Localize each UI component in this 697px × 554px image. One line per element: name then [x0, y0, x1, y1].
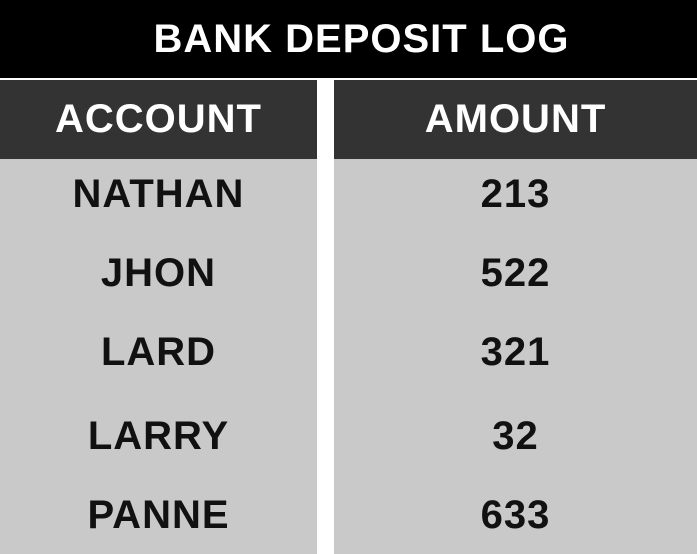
amount-cell: 522 — [480, 250, 551, 295]
account-cell: PANNE — [87, 492, 230, 537]
amount-cell: 633 — [480, 492, 551, 537]
account-column-header: ACCOUNT — [0, 80, 317, 159]
account-cell: NATHAN — [72, 171, 245, 216]
account-cell: LARD — [100, 329, 217, 374]
account-column: ACCOUNT NATHAN JHON LARD LARRY PANNE — [0, 80, 317, 554]
amount-column-header: AMOUNT — [334, 80, 697, 159]
account-cell: JHON — [100, 250, 217, 295]
amount-column: AMOUNT 213 522 321 32 633 — [334, 80, 697, 554]
amount-cell: 213 — [480, 171, 551, 216]
account-cell: LARRY — [87, 413, 230, 458]
table-title: BANK DEPOSIT LOG — [0, 0, 697, 78]
amount-cell: 321 — [480, 329, 551, 374]
amount-cell: 32 — [492, 413, 539, 458]
